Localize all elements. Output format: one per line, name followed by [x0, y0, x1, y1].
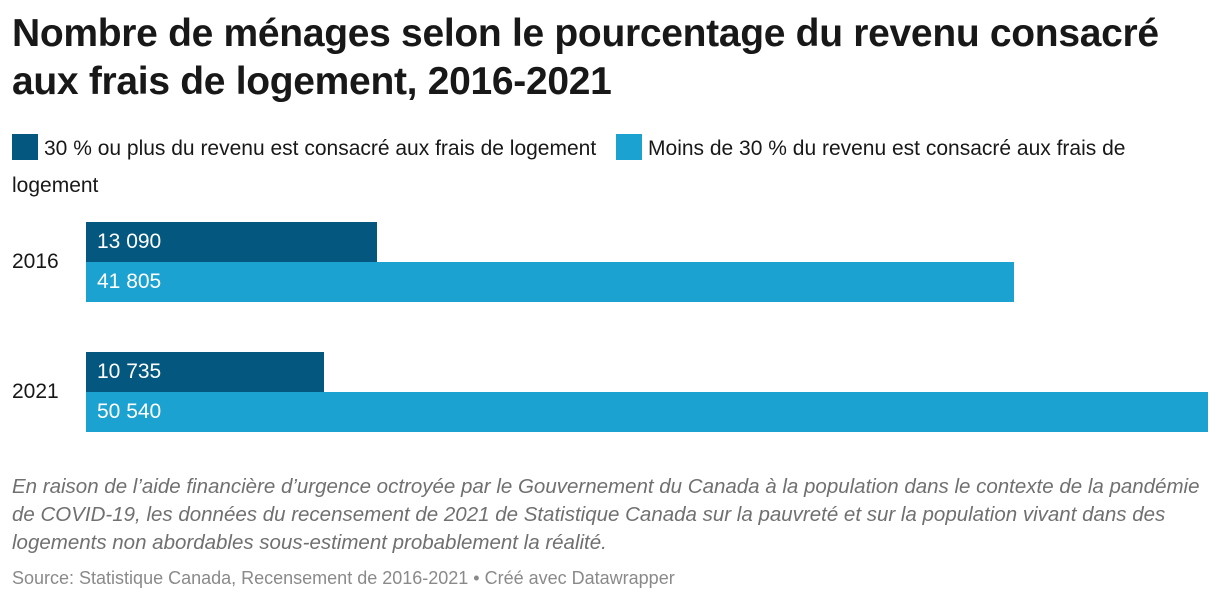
bar-value-label-2016-series-1: 41 805 — [97, 270, 162, 293]
legend-label-under-30: Moins de 30 % du revenu est consacré aux… — [12, 137, 1126, 197]
legend-label-30-plus: 30 % ou plus du revenu est consacré aux … — [44, 137, 597, 160]
bar-value-label-2016-series-0: 13 090 — [97, 230, 162, 253]
legend-swatch-light — [616, 134, 643, 160]
bar-value-label-2021-series-0: 10 735 — [97, 360, 162, 383]
bar-2016-series-1 — [86, 262, 1014, 302]
bar-value-label-2021-series-1: 50 540 — [97, 400, 162, 423]
source-line: Source: Statistique Canada, Recensement … — [12, 568, 675, 588]
category-label-2016: 2016 — [12, 250, 59, 273]
bar-2021-series-0 — [86, 352, 324, 392]
legend-item-30-plus: 30 % ou plus du revenu est consacré aux … — [12, 134, 597, 160]
legend-swatch-dark — [12, 134, 38, 160]
chart-title: Nombre de ménages selon le pourcentage d… — [12, 12, 1159, 103]
bar-2021-series-1 — [86, 392, 1208, 432]
legend-item-under-30: Moins de 30 % du revenu est consacré aux… — [12, 134, 1126, 197]
category-label-2021: 2021 — [12, 380, 59, 403]
chart-note: En raison de l’aide financière d’urgence… — [12, 475, 1200, 554]
bar-2016-series-0 — [86, 222, 377, 262]
bar-chart: 2016 13 090 41 805 2021 10 735 50 540 — [0, 210, 1220, 450]
legend: 30 % ou plus du revenu est consacré aux … — [12, 130, 1207, 204]
